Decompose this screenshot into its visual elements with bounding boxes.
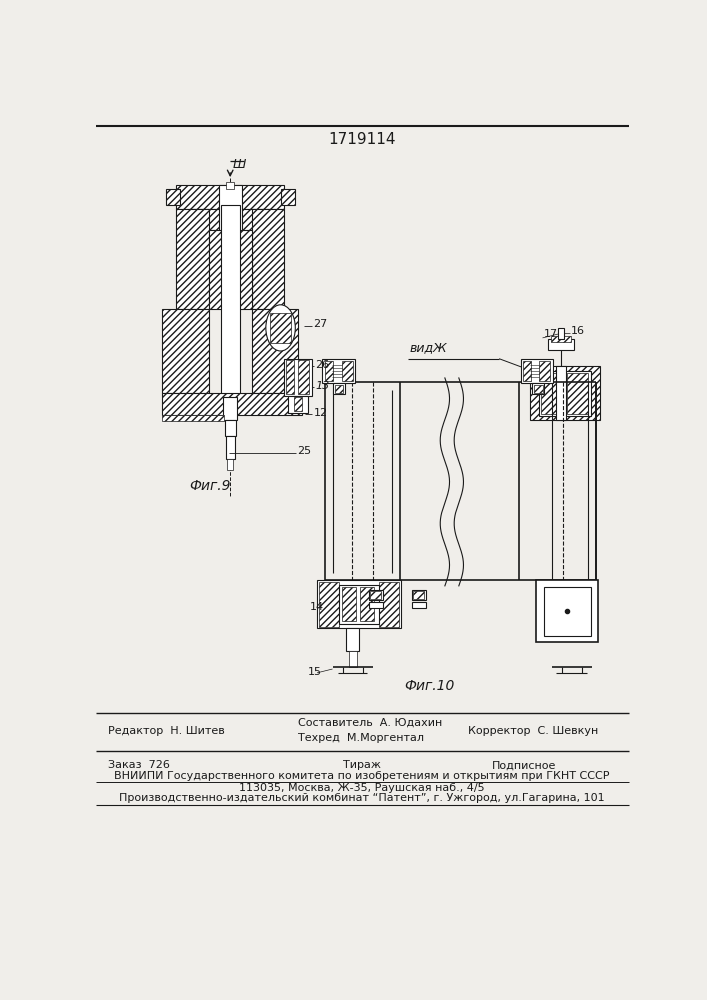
Bar: [539, 361, 550, 381]
Text: видЖ: видЖ: [410, 341, 448, 354]
Text: 17: 17: [544, 329, 559, 339]
Bar: [360, 587, 373, 621]
Bar: [162, 393, 301, 415]
Bar: [252, 209, 284, 309]
Bar: [226, 436, 235, 459]
Bar: [411, 590, 426, 600]
Bar: [226, 182, 234, 189]
Bar: [298, 360, 309, 394]
Text: 25: 25: [298, 446, 312, 456]
Bar: [411, 602, 426, 608]
Bar: [370, 591, 381, 599]
Bar: [341, 361, 353, 381]
Bar: [166, 189, 180, 205]
Bar: [319, 582, 339, 627]
Bar: [293, 397, 303, 411]
Bar: [369, 602, 383, 608]
Bar: [176, 185, 284, 209]
Bar: [551, 336, 571, 342]
Bar: [548, 339, 574, 350]
Text: 15: 15: [308, 667, 322, 677]
Text: Техред  М.Моргентал: Техред М.Моргентал: [298, 733, 423, 743]
Bar: [162, 309, 209, 393]
Text: Фиг.9: Фиг.9: [189, 479, 230, 493]
Bar: [369, 590, 383, 600]
Text: ВНИИПИ Государственного комитета по изобретениям и открытиям при ГКНТ СССР: ВНИИПИ Государственного комитета по изоб…: [115, 771, 609, 781]
Text: Корректор  С. Шевкун: Корректор С. Шевкун: [468, 726, 598, 736]
Text: Заказ  726: Заказ 726: [107, 760, 170, 770]
Bar: [534, 385, 542, 393]
Bar: [223, 397, 237, 420]
Bar: [209, 230, 226, 309]
Bar: [539, 371, 590, 416]
Bar: [523, 361, 531, 381]
Text: 1719114: 1719114: [328, 132, 396, 147]
Bar: [530, 366, 600, 420]
Bar: [325, 361, 332, 381]
Bar: [176, 209, 209, 309]
Text: 13: 13: [315, 381, 329, 391]
Bar: [341, 587, 356, 621]
Bar: [189, 209, 271, 230]
Bar: [270, 312, 291, 343]
Bar: [346, 628, 359, 651]
Text: Ш: Ш: [233, 158, 246, 171]
Bar: [225, 420, 235, 436]
Bar: [227, 459, 233, 470]
Bar: [541, 373, 564, 414]
Bar: [413, 591, 424, 599]
Text: Тираж: Тираж: [343, 760, 381, 770]
Bar: [544, 587, 590, 636]
Text: Подписное: Подписное: [491, 760, 556, 770]
Bar: [335, 385, 344, 393]
Bar: [379, 582, 399, 627]
Bar: [281, 189, 295, 205]
Bar: [317, 580, 401, 628]
Bar: [226, 230, 235, 309]
Text: 14: 14: [310, 602, 324, 612]
Bar: [556, 366, 566, 420]
Text: Фиг.10: Фиг.10: [404, 679, 455, 693]
Bar: [286, 360, 293, 394]
Text: Редактор  Н. Шитев: Редактор Н. Шитев: [107, 726, 225, 736]
Ellipse shape: [266, 305, 296, 351]
Bar: [252, 309, 298, 393]
Bar: [349, 651, 356, 667]
Text: 27: 27: [313, 319, 327, 329]
Bar: [339, 585, 379, 624]
Bar: [537, 580, 598, 642]
Bar: [333, 383, 345, 394]
Text: 26: 26: [315, 360, 329, 370]
Bar: [235, 230, 252, 309]
Text: 113035, Москва, Ж-35, Раушская наб., 4/5: 113035, Москва, Ж-35, Раушская наб., 4/5: [239, 783, 485, 793]
Bar: [322, 359, 355, 383]
Bar: [221, 205, 240, 397]
Bar: [162, 415, 224, 421]
Text: Составитель  А. Юдахин: Составитель А. Юдахин: [298, 718, 442, 728]
Text: Производственно-издательский комбинат “Патент”, г. Ужгород, ул.Гагарина, 101: Производственно-издательский комбинат “П…: [119, 793, 604, 803]
Bar: [558, 328, 564, 339]
Bar: [218, 185, 242, 238]
Bar: [532, 383, 544, 394]
Bar: [521, 359, 554, 383]
Bar: [284, 359, 312, 396]
Bar: [288, 396, 308, 413]
Bar: [566, 373, 588, 414]
Text: 12: 12: [314, 408, 328, 418]
Text: 16: 16: [571, 326, 585, 336]
